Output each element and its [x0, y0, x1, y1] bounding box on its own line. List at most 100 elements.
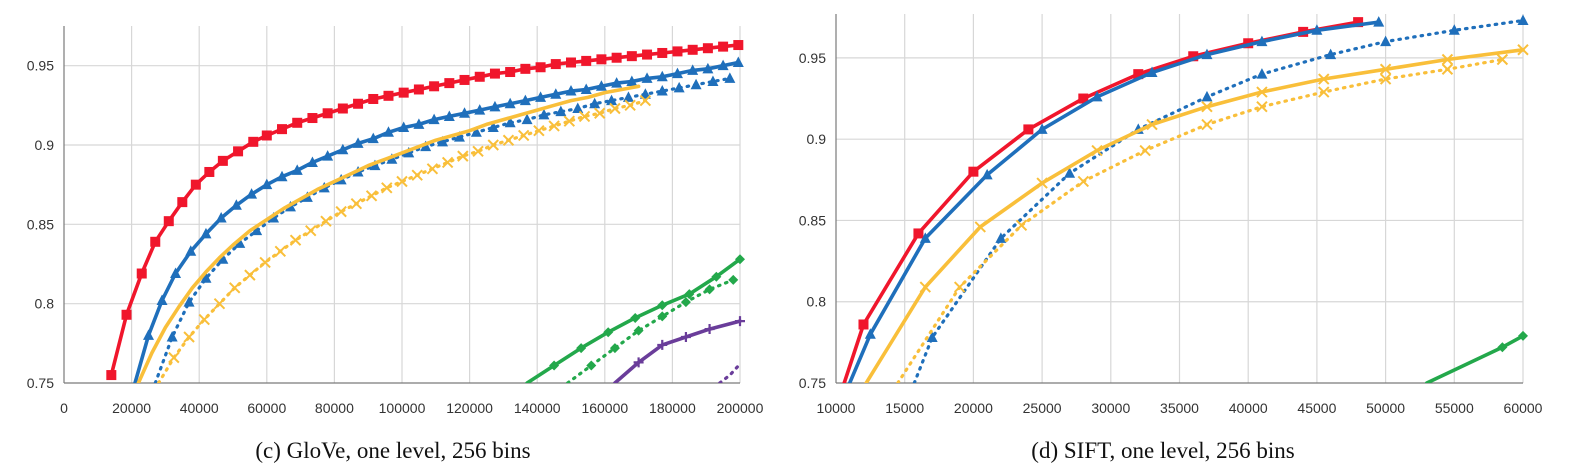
- data-point: [680, 297, 691, 308]
- data-point: [1318, 73, 1330, 85]
- x-tick-label: 40000: [1229, 400, 1268, 416]
- data-point: [974, 221, 986, 233]
- data-point: [1201, 100, 1213, 113]
- y-tick-label: 0.8: [35, 296, 55, 312]
- data-point: [1256, 35, 1268, 47]
- data-point: [913, 228, 924, 239]
- data-point: [277, 124, 288, 135]
- data-point: [609, 343, 620, 354]
- data-point: [578, 110, 591, 123]
- data-point: [474, 104, 486, 115]
- data-point: [1091, 144, 1103, 157]
- caption-d: (d) SIFT, one level, 256 bins: [1031, 438, 1294, 463]
- data-point: [1256, 86, 1268, 98]
- data-point: [919, 281, 932, 293]
- data-point: [276, 170, 288, 182]
- x-tick-label: 100000: [379, 400, 426, 416]
- data-point: [121, 309, 132, 320]
- data-point: [1256, 100, 1268, 113]
- data-point: [563, 115, 576, 127]
- series-purple-solid-plus: [613, 316, 745, 383]
- data-point: [1373, 16, 1385, 27]
- data-point: [234, 237, 246, 248]
- data-point: [1139, 144, 1151, 157]
- data-point: [428, 113, 440, 125]
- data-point: [441, 156, 454, 169]
- series-purple-dotted: [718, 362, 742, 383]
- data-point: [322, 150, 334, 161]
- data-point: [680, 331, 691, 342]
- x-tick-label: 55000: [1435, 400, 1474, 416]
- data-point: [200, 272, 212, 283]
- data-point: [251, 224, 263, 236]
- data-point: [626, 51, 637, 62]
- series-line: [1425, 334, 1525, 383]
- x-tick-label: 10000: [817, 400, 856, 416]
- series-blue-dotted-triangle: [153, 72, 736, 383]
- data-point: [437, 135, 449, 147]
- series-blue-solid-triangle: [847, 16, 1385, 383]
- data-point: [1517, 44, 1529, 56]
- data-point: [459, 107, 471, 118]
- x-tick-label: 200000: [717, 400, 764, 416]
- data-point: [502, 134, 515, 146]
- data-point: [566, 57, 576, 68]
- data-point: [609, 102, 621, 115]
- data-point: [217, 253, 229, 264]
- x-tick-label: 80000: [315, 400, 354, 416]
- data-point: [396, 175, 408, 188]
- data-point: [520, 63, 531, 74]
- data-point: [382, 126, 394, 137]
- data-point: [626, 75, 638, 87]
- data-point: [398, 121, 410, 133]
- data-point: [1441, 63, 1454, 75]
- data-point: [704, 284, 715, 295]
- data-point: [953, 281, 966, 293]
- data-point: [565, 85, 577, 96]
- data-point: [735, 254, 745, 265]
- data-point: [1201, 118, 1213, 131]
- data-point: [487, 139, 499, 151]
- data-point: [1146, 118, 1158, 131]
- data-point: [1256, 68, 1268, 79]
- data-point: [1015, 219, 1028, 232]
- data-point: [411, 169, 423, 181]
- data-point: [352, 137, 364, 148]
- series-green-dotted-diamond: [565, 274, 739, 383]
- data-point: [350, 197, 363, 210]
- data-point: [504, 97, 516, 109]
- data-point: [589, 97, 601, 109]
- series-line: [842, 20, 1360, 383]
- data-point: [200, 227, 212, 239]
- data-point: [981, 168, 993, 180]
- series-yellow-solid: [136, 84, 641, 383]
- data-point: [274, 245, 287, 258]
- data-point: [292, 117, 303, 128]
- series-line: [136, 84, 641, 383]
- data-point: [426, 163, 439, 175]
- data-point: [1133, 69, 1144, 80]
- data-point: [291, 164, 303, 175]
- data-point: [217, 155, 228, 166]
- data-point: [413, 84, 424, 95]
- data-point: [1353, 17, 1364, 28]
- chart-panel-d: 10000 15000 20000 25000 30000 35000 40000 45000…: [799, 14, 1543, 416]
- data-point: [429, 81, 440, 92]
- series-yellow-solid-x: [864, 44, 1529, 383]
- x-tick-label: 60000: [1504, 400, 1543, 416]
- data-point: [642, 49, 653, 60]
- data-point: [919, 232, 931, 243]
- data-point: [533, 125, 545, 137]
- x-tick-label: 180000: [649, 400, 696, 416]
- data-point: [702, 43, 713, 54]
- data-point: [453, 131, 465, 142]
- data-point: [538, 108, 550, 120]
- y-tick-label: 0.9: [35, 137, 55, 153]
- data-point: [728, 274, 739, 285]
- data-point: [657, 300, 668, 311]
- data-point: [230, 199, 242, 210]
- data-point: [489, 100, 501, 112]
- series-yellow-dotted-x: [157, 94, 652, 383]
- data-point: [472, 145, 484, 158]
